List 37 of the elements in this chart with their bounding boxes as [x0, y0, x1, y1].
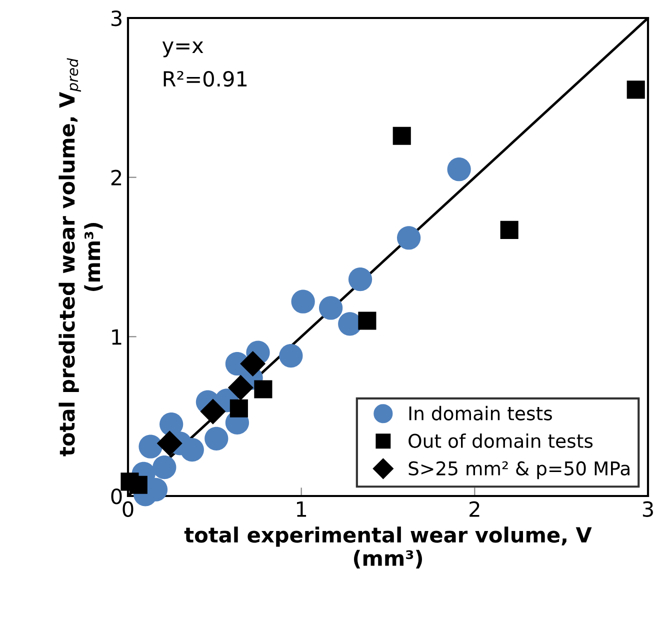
x-tick-label: 1: [296, 502, 306, 517]
point: [129, 476, 148, 494]
point: [160, 412, 184, 436]
point: [291, 290, 315, 314]
annotation: R²=0.91: [164, 70, 247, 87]
point: [338, 312, 362, 336]
point: [626, 80, 645, 99]
point: [138, 434, 162, 458]
point: [240, 350, 266, 377]
point: [152, 456, 176, 480]
point: [396, 226, 421, 250]
point: [358, 312, 376, 330]
point: [279, 344, 303, 368]
point: [392, 126, 411, 145]
annotation: y=x: [162, 42, 204, 58]
y-tick-label: 1: [112, 329, 122, 345]
legend-label: In domain tests: [409, 406, 552, 420]
point: [348, 268, 372, 292]
y-tick-label: 3: [111, 10, 122, 26]
x-tick-label: 3: [642, 501, 653, 517]
point: [254, 380, 272, 398]
x-tick-label: 0: [122, 501, 134, 517]
y-tick-label: 0: [111, 488, 122, 504]
point: [204, 426, 228, 450]
x-axis-title: total experimental wear volume, V (mm³): [184, 526, 592, 568]
point: [230, 399, 248, 418]
y-tick-label: 2: [111, 170, 122, 186]
point: [318, 296, 343, 320]
point: [200, 398, 226, 424]
point: [500, 220, 518, 239]
text: total predicted wear volume, V$_{pred}$ (mm³): [58, 58, 103, 456]
point: [156, 430, 182, 456]
legend-label: Out of domain tests: [408, 433, 593, 448]
point: [228, 374, 254, 400]
legend-label: S>25 mm² & p=50 MPa: [408, 461, 630, 480]
x-tick-label: 2: [470, 501, 480, 517]
point: [447, 158, 471, 182]
